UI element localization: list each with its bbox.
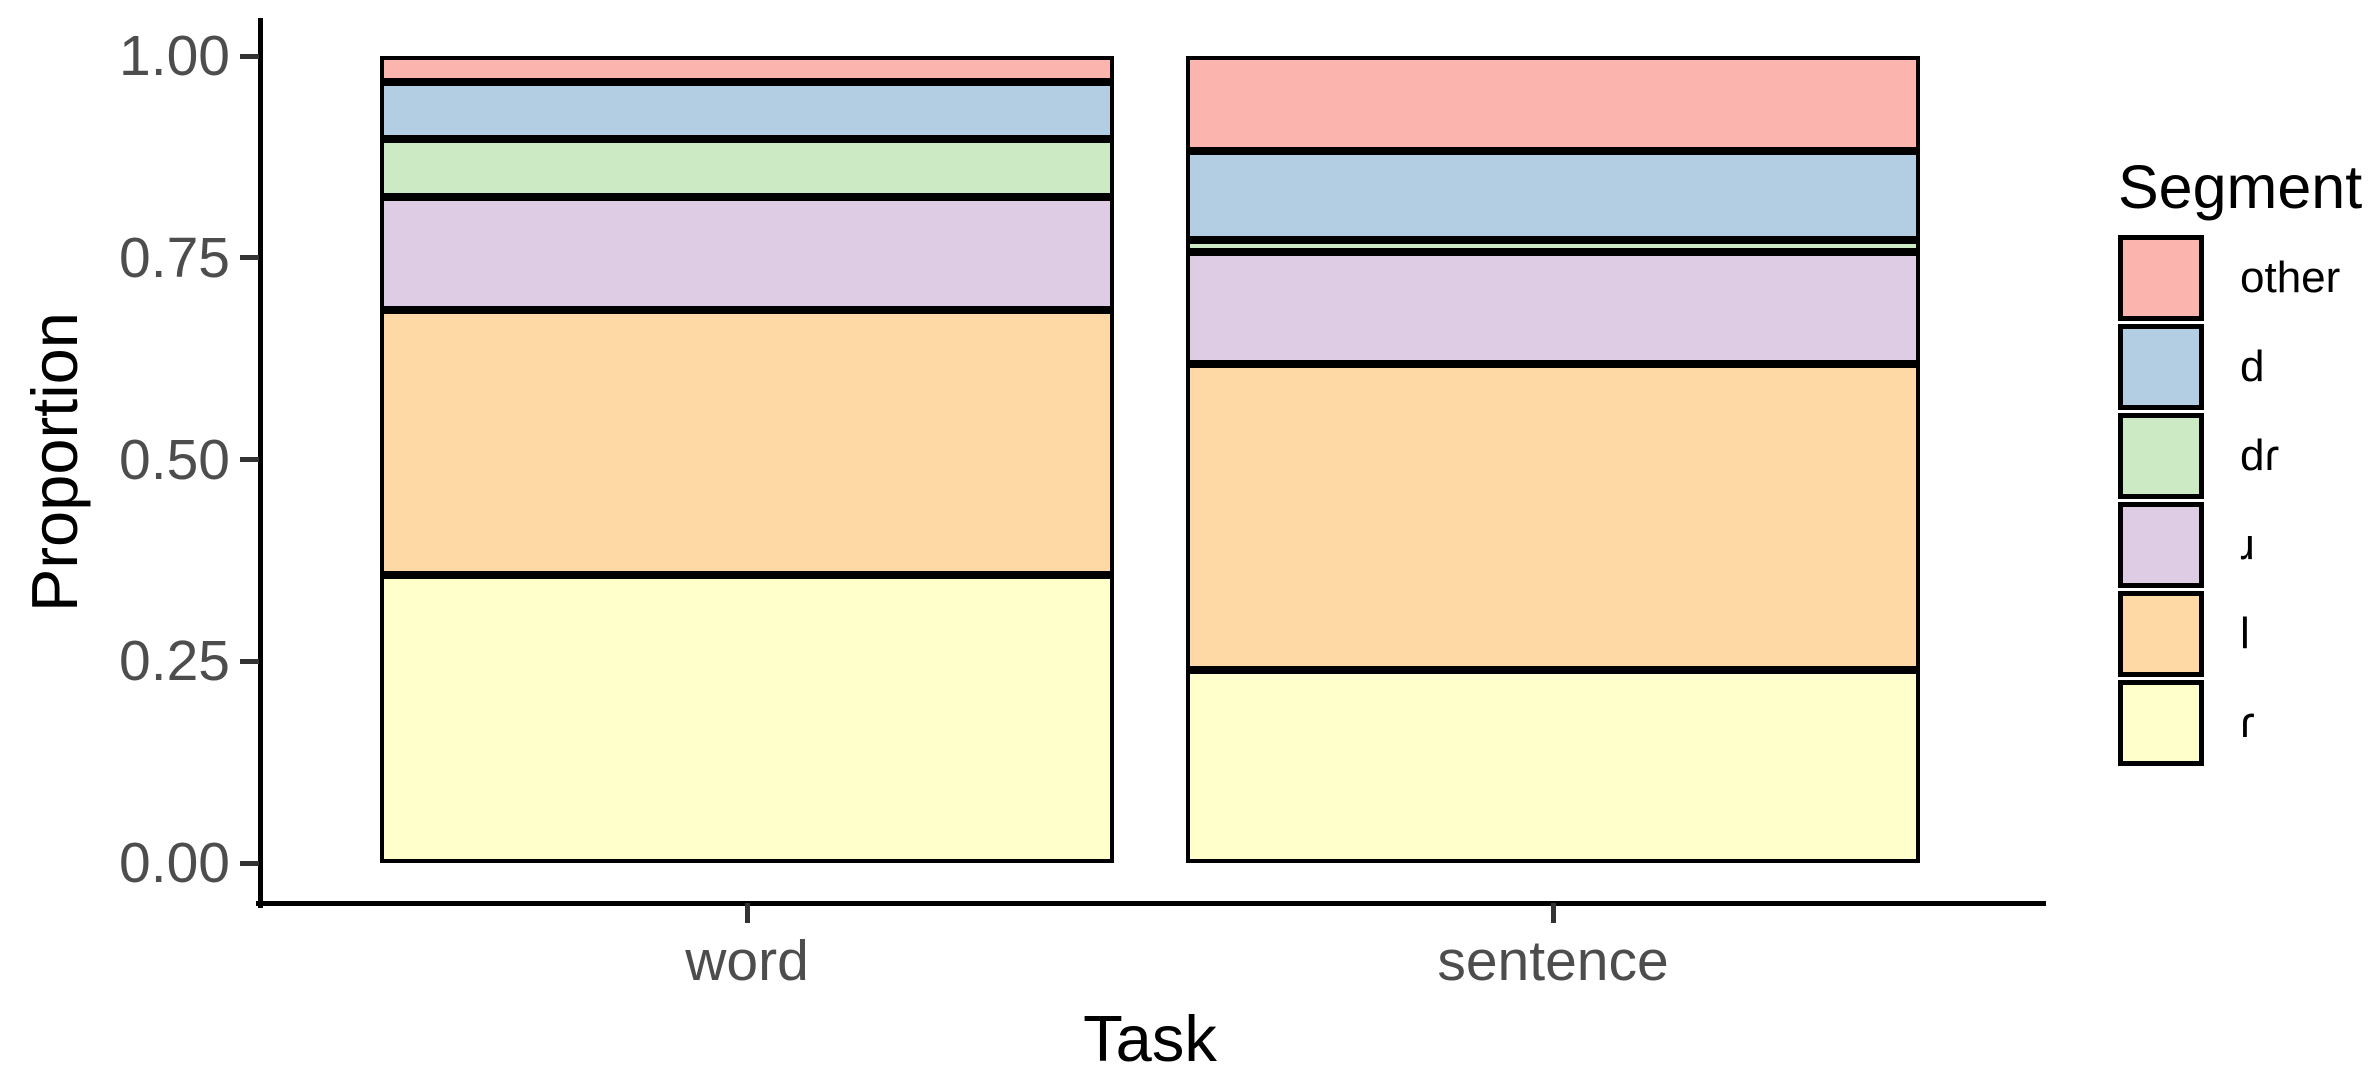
x-tick bbox=[744, 903, 750, 923]
y-axis-line bbox=[258, 18, 263, 908]
bar-segment-other bbox=[1186, 56, 1920, 152]
legend-label-ɾ: ɾ bbox=[2240, 698, 2255, 747]
bar-segment-d bbox=[1186, 151, 1920, 240]
legend-key-ɾ bbox=[2118, 680, 2204, 766]
bar-segment-d bbox=[380, 81, 1114, 140]
bar-segment-ɾ bbox=[380, 574, 1114, 863]
bar-segment-ɹ bbox=[1186, 252, 1920, 365]
bar-segment-l bbox=[1186, 364, 1920, 671]
bar-segment-ɹ bbox=[380, 197, 1114, 311]
legend-key-l bbox=[2118, 591, 2204, 677]
bar-segment-dɾ bbox=[380, 139, 1114, 198]
bar-segment-ɾ bbox=[1186, 670, 1920, 863]
bar-segment-other bbox=[380, 56, 1114, 82]
y-tick-label: 0.00 bbox=[119, 831, 230, 895]
legend-label-dɾ: dɾ bbox=[2240, 431, 2280, 480]
x-tick bbox=[1550, 903, 1556, 923]
x-axis-title: Task bbox=[1083, 1002, 1217, 1075]
y-tick bbox=[240, 658, 259, 664]
legend-label-d: d bbox=[2240, 342, 2265, 391]
bar-segment-dɾ bbox=[1186, 239, 1920, 253]
y-tick bbox=[240, 860, 259, 866]
legend-key-dɾ bbox=[2118, 413, 2204, 499]
x-axis-line bbox=[256, 901, 2046, 906]
y-tick-label: 0.25 bbox=[119, 629, 230, 694]
y-tick-label: 0.50 bbox=[119, 427, 230, 492]
legend-label-other: other bbox=[2240, 253, 2341, 302]
x-tick-label: word bbox=[685, 929, 809, 993]
legend-title: Segment bbox=[2118, 153, 2363, 221]
y-tick bbox=[240, 53, 259, 59]
legend-key-d bbox=[2118, 324, 2204, 410]
y-tick bbox=[240, 255, 259, 261]
y-tick-label: 0.75 bbox=[119, 225, 230, 290]
y-tick bbox=[240, 457, 259, 462]
legend-key-other bbox=[2118, 235, 2204, 321]
legend-label-l: l bbox=[2240, 609, 2250, 658]
x-tick-label: sentence bbox=[1437, 929, 1669, 993]
legend-key-ɹ bbox=[2118, 502, 2204, 588]
y-tick-label: 1.00 bbox=[119, 24, 230, 88]
legend-label-ɹ: ɹ bbox=[2240, 520, 2255, 569]
bar-segment-l bbox=[380, 310, 1114, 575]
